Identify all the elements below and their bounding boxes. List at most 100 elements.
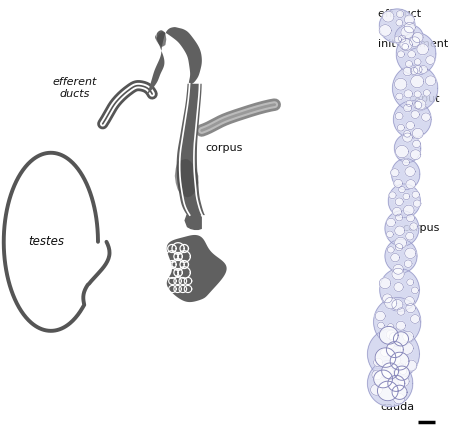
Polygon shape (395, 198, 403, 206)
Polygon shape (405, 248, 416, 258)
Polygon shape (386, 341, 403, 358)
Polygon shape (387, 323, 394, 330)
Polygon shape (410, 314, 419, 323)
Polygon shape (410, 68, 418, 74)
Polygon shape (386, 231, 393, 237)
Text: IS: IS (149, 44, 162, 57)
Polygon shape (425, 76, 436, 86)
Polygon shape (391, 254, 400, 262)
Polygon shape (412, 32, 423, 43)
Polygon shape (396, 33, 436, 75)
Polygon shape (412, 128, 423, 138)
Polygon shape (405, 297, 414, 306)
Polygon shape (403, 67, 412, 76)
Text: cauda: cauda (380, 402, 414, 413)
Polygon shape (395, 146, 409, 158)
Polygon shape (399, 186, 405, 193)
Polygon shape (403, 104, 411, 112)
Polygon shape (405, 360, 417, 371)
Polygon shape (393, 101, 431, 138)
Polygon shape (367, 328, 419, 380)
Polygon shape (397, 308, 405, 315)
Polygon shape (400, 39, 412, 51)
Polygon shape (383, 11, 394, 22)
Polygon shape (414, 59, 421, 65)
Polygon shape (403, 205, 414, 215)
Polygon shape (386, 218, 395, 227)
Text: caput: caput (408, 95, 439, 104)
Polygon shape (396, 93, 403, 100)
Polygon shape (408, 51, 416, 58)
Polygon shape (394, 78, 407, 90)
Polygon shape (374, 358, 383, 367)
Polygon shape (402, 133, 412, 142)
Polygon shape (414, 65, 422, 73)
Polygon shape (390, 387, 397, 393)
Text: eff duct: eff duct (378, 9, 421, 19)
Polygon shape (395, 244, 403, 251)
Text: init segment: init segment (378, 39, 448, 49)
Polygon shape (375, 348, 396, 367)
Polygon shape (379, 327, 398, 344)
Polygon shape (185, 213, 201, 229)
Polygon shape (381, 349, 389, 357)
Polygon shape (410, 37, 420, 47)
Polygon shape (415, 99, 426, 110)
Polygon shape (392, 356, 401, 365)
Polygon shape (385, 211, 419, 246)
Polygon shape (392, 268, 404, 280)
Polygon shape (385, 239, 417, 273)
Polygon shape (401, 26, 414, 39)
Polygon shape (389, 192, 396, 198)
Polygon shape (410, 150, 421, 159)
Polygon shape (391, 169, 399, 177)
Text: cauda: cauda (205, 259, 242, 269)
Polygon shape (406, 100, 413, 107)
Polygon shape (413, 200, 421, 207)
Polygon shape (414, 91, 421, 98)
Polygon shape (392, 159, 420, 190)
Text: corpus: corpus (205, 143, 242, 153)
Polygon shape (393, 264, 403, 274)
Polygon shape (397, 51, 404, 57)
Polygon shape (387, 247, 394, 253)
Polygon shape (394, 283, 403, 292)
Polygon shape (367, 360, 413, 406)
Polygon shape (411, 287, 419, 294)
Polygon shape (377, 322, 384, 328)
Polygon shape (407, 214, 414, 222)
Polygon shape (388, 184, 420, 218)
Polygon shape (402, 43, 409, 50)
Polygon shape (406, 180, 416, 189)
Text: testes: testes (28, 235, 64, 248)
Polygon shape (397, 124, 404, 131)
Polygon shape (412, 191, 419, 198)
Polygon shape (393, 393, 405, 404)
Polygon shape (404, 15, 414, 24)
Polygon shape (412, 140, 420, 148)
Polygon shape (404, 22, 415, 33)
Polygon shape (403, 193, 410, 200)
Polygon shape (377, 381, 398, 401)
Polygon shape (371, 384, 383, 395)
Polygon shape (396, 19, 403, 26)
Polygon shape (406, 232, 414, 240)
Polygon shape (386, 368, 394, 375)
Polygon shape (155, 32, 166, 47)
Polygon shape (380, 268, 419, 311)
Polygon shape (396, 11, 404, 17)
Polygon shape (403, 332, 414, 342)
Polygon shape (395, 214, 403, 221)
Polygon shape (394, 36, 401, 43)
Polygon shape (395, 237, 407, 249)
Polygon shape (167, 235, 227, 302)
Polygon shape (398, 376, 409, 387)
Polygon shape (405, 167, 415, 177)
Polygon shape (414, 101, 422, 109)
Polygon shape (374, 370, 392, 388)
Polygon shape (379, 25, 392, 36)
Polygon shape (379, 9, 415, 43)
Polygon shape (406, 304, 415, 313)
Polygon shape (396, 321, 406, 330)
Polygon shape (405, 60, 412, 67)
